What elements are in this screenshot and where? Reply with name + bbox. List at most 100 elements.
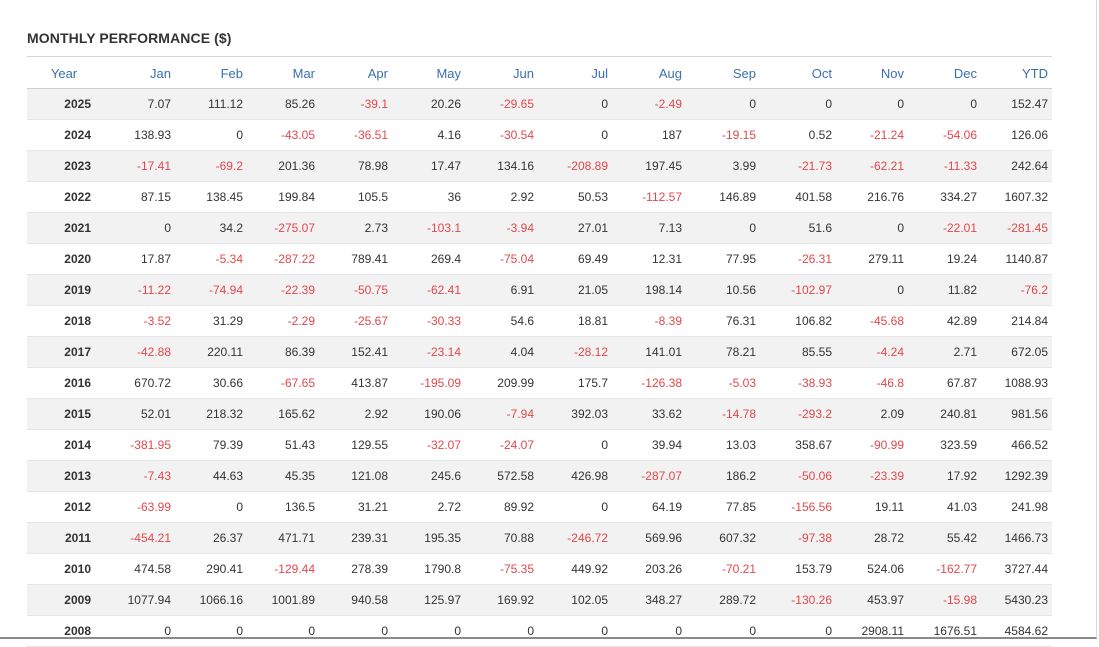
column-header-sep: Sep — [686, 58, 760, 89]
cell-sep: 10.56 — [686, 274, 760, 306]
column-header-ytd: YTD — [981, 58, 1052, 89]
cell-feb: 79.39 — [175, 429, 247, 461]
cell-jun: 89.92 — [465, 491, 538, 523]
cell-oct: 153.79 — [760, 553, 836, 585]
cell-jul: 426.98 — [538, 460, 612, 492]
cell-aug: 187 — [612, 119, 686, 151]
table-row-2016: 2016 670.72 30.66 -67.65 413.87 -195.09 209.99… — [27, 367, 1052, 399]
cell-dec: 42.89 — [908, 305, 981, 337]
year-cell: 2016 — [27, 367, 101, 399]
cell-dec: 2.71 — [908, 336, 981, 368]
cell-dec: 41.03 — [908, 491, 981, 523]
cell-jan: -381.95 — [101, 429, 175, 461]
cell-may: -30.33 — [392, 305, 465, 337]
cell-oct: -38.93 — [760, 367, 836, 399]
cell-mar: -275.07 — [247, 212, 319, 244]
cell-jan: 17.87 — [101, 243, 175, 275]
cell-jul: 21.05 — [538, 274, 612, 306]
cell-nov: 2.09 — [836, 398, 908, 430]
cell-nov: 216.76 — [836, 181, 908, 213]
cell-jul: -246.72 — [538, 522, 612, 554]
cell-may: -62.41 — [392, 274, 465, 306]
cell-dec: -22.01 — [908, 212, 981, 244]
cell-jul: 0 — [538, 491, 612, 523]
cell-aug: -2.49 — [612, 88, 686, 120]
cell-may: -195.09 — [392, 367, 465, 399]
cell-jun: 209.99 — [465, 367, 538, 399]
cell-jun: 70.88 — [465, 522, 538, 554]
year-cell: 2009 — [27, 584, 101, 616]
cell-ytd: 3727.44 — [981, 553, 1052, 585]
cell-sep: -14.78 — [686, 398, 760, 430]
cell-apr: 2.73 — [319, 212, 392, 244]
cell-sep: 78.21 — [686, 336, 760, 368]
cell-mar: -67.65 — [247, 367, 319, 399]
cell-jul: 449.92 — [538, 553, 612, 585]
cell-nov: 28.72 — [836, 522, 908, 554]
cell-jun: -3.94 — [465, 212, 538, 244]
cell-apr: -25.67 — [319, 305, 392, 337]
cell-jun: -29.65 — [465, 88, 538, 120]
cell-may: 245.6 — [392, 460, 465, 492]
cell-feb: 218.32 — [175, 398, 247, 430]
cell-jan: 52.01 — [101, 398, 175, 430]
cell-oct: 85.55 — [760, 336, 836, 368]
cell-ytd: 1466.73 — [981, 522, 1052, 554]
cell-sep: 77.85 — [686, 491, 760, 523]
cell-aug: -126.38 — [612, 367, 686, 399]
cell-apr: -50.75 — [319, 274, 392, 306]
table-row-2019: 2019 -11.22 -74.94 -22.39 -50.75 -62.41 6.91 21… — [27, 274, 1052, 306]
cell-aug: 569.96 — [612, 522, 686, 554]
table-row-2024: 2024 138.93 0 -43.05 -36.51 4.16 -30.54 0 187 -19… — [27, 119, 1052, 151]
table-header-row: Year Jan Feb Mar Apr May Jun Jul Aug Sep Oct Nov Dec… — [27, 58, 1052, 89]
cell-jan: -11.22 — [101, 274, 175, 306]
cell-may: 190.06 — [392, 398, 465, 430]
cell-oct: 0 — [760, 615, 836, 647]
title-divider — [27, 56, 1052, 57]
cell-aug: 0 — [612, 615, 686, 647]
cell-nov: 0 — [836, 88, 908, 120]
cell-aug: 64.19 — [612, 491, 686, 523]
cell-jan: 7.07 — [101, 88, 175, 120]
cell-aug: -8.39 — [612, 305, 686, 337]
cell-dec: 0 — [908, 88, 981, 120]
cell-apr: 789.41 — [319, 243, 392, 275]
monthly-performance-table: Year Jan Feb Mar Apr May Jun Jul Aug Sep Oct Nov Dec… — [27, 58, 1052, 647]
cell-mar: -129.44 — [247, 553, 319, 585]
cell-ytd: 242.64 — [981, 150, 1052, 182]
cell-jul: 175.7 — [538, 367, 612, 399]
column-header-jun: Jun — [465, 58, 538, 89]
table-row-2014: 2014 -381.95 79.39 51.43 129.55 -32.07 -24.07 0… — [27, 429, 1052, 461]
cell-jul: -208.89 — [538, 150, 612, 182]
cell-dec: -11.33 — [908, 150, 981, 182]
cell-dec: 55.42 — [908, 522, 981, 554]
cell-jun: 6.91 — [465, 274, 538, 306]
cell-jun: 169.92 — [465, 584, 538, 616]
cell-jul: 0 — [538, 615, 612, 647]
cell-nov: -62.21 — [836, 150, 908, 182]
year-cell: 2013 — [27, 460, 101, 492]
cell-sep: 0 — [686, 615, 760, 647]
cell-ytd: 4584.62 — [981, 615, 1052, 647]
cell-apr: 152.41 — [319, 336, 392, 368]
cell-jan: -17.41 — [101, 150, 175, 182]
cell-apr: 31.21 — [319, 491, 392, 523]
year-cell: 2014 — [27, 429, 101, 461]
cell-feb: -74.94 — [175, 274, 247, 306]
cell-dec: 1676.51 — [908, 615, 981, 647]
cell-may: 269.4 — [392, 243, 465, 275]
cell-feb: 30.66 — [175, 367, 247, 399]
cell-sep: 13.03 — [686, 429, 760, 461]
table-row-2018: 2018 -3.52 31.29 -2.29 -25.67 -30.33 54.6 18.81… — [27, 305, 1052, 337]
cell-apr: 0 — [319, 615, 392, 647]
cell-jul: 27.01 — [538, 212, 612, 244]
cell-aug: 33.62 — [612, 398, 686, 430]
table-row-2009: 2009 1077.94 1066.16 1001.89 940.58 125.97 169… — [27, 584, 1052, 616]
cell-mar: 85.26 — [247, 88, 319, 120]
year-cell: 2018 — [27, 305, 101, 337]
column-header-year: Year — [27, 58, 101, 89]
cell-apr: 239.31 — [319, 522, 392, 554]
cell-dec: -162.77 — [908, 553, 981, 585]
cell-oct: 401.58 — [760, 181, 836, 213]
